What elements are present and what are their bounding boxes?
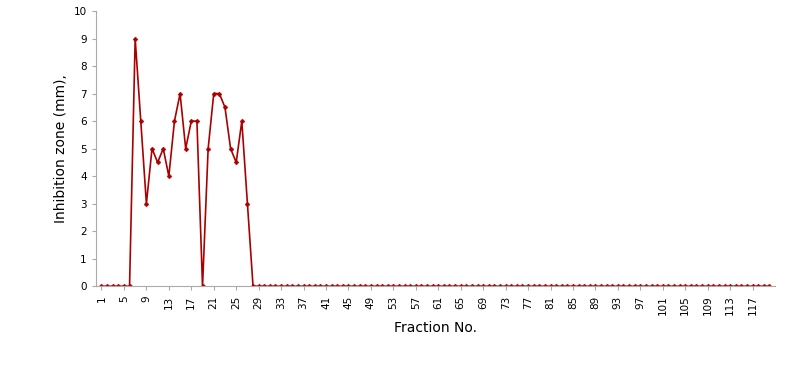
X-axis label: Fraction No.: Fraction No. bbox=[394, 321, 477, 335]
Y-axis label: Inhibition zone (mm),: Inhibition zone (mm), bbox=[54, 74, 68, 223]
